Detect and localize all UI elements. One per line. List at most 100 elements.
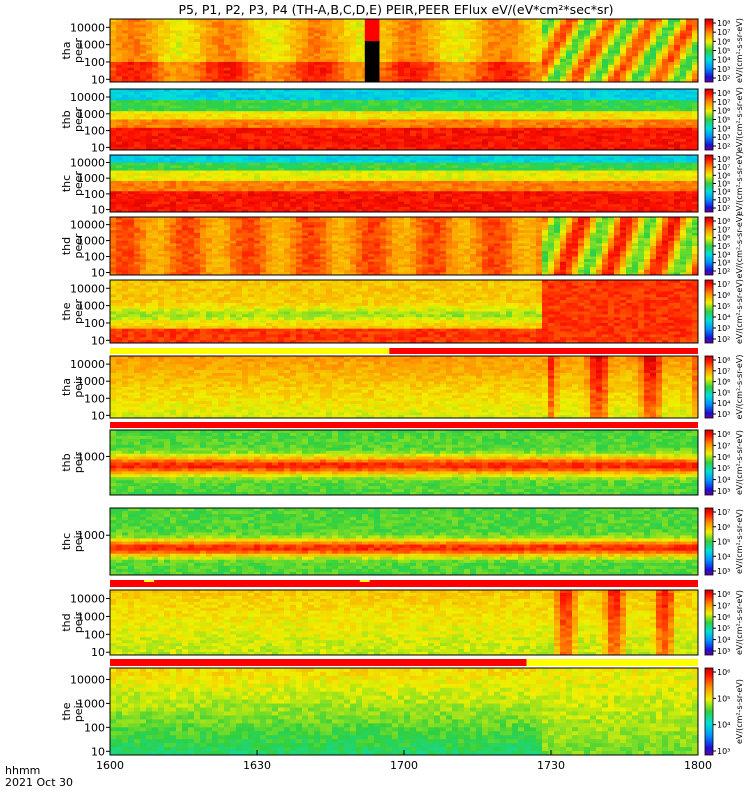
y-tick-label: 100 [84,317,105,330]
colorbar-tick-label: 10⁷ [717,280,730,289]
y-tick-label: 100 [84,251,105,264]
colorbar-tick-label: 10² [717,142,730,151]
y-tick-label: 100 [84,721,105,734]
y-tick-label: 1000 [77,108,105,121]
y-tick-label: 1000 [77,450,105,463]
colorbar-tick-label: 10⁵ [717,388,730,397]
y-tick-label: 10000 [70,21,105,34]
colorbar-label: eV/(cm²-s-sr-eV) [735,279,744,344]
y-tick-label: 100 [84,188,105,201]
colorbar-tick-label: 10⁶ [717,37,730,46]
panel-the-peir: thepeir1000010001001010⁶10⁵10⁴10³eV/(cm²… [60,668,744,758]
y-tick-label: 10 [91,204,105,217]
status-segment [110,422,698,428]
y-tick-label: 100 [84,125,105,138]
status-strip [110,348,698,354]
spectrogram-figure: P5, P1, P2, P3, P4 (TH-A,B,C,D,E) PEIR,P… [0,0,750,800]
colorbar-label: eV/(cm²-s-sr-eV) [735,151,744,216]
x-tick-label: 1700 [390,759,418,772]
colorbar-label: eV/(cm²-s-sr-eV) [735,214,744,279]
y-tick-label: 10000 [70,282,105,295]
spectrogram-image [110,430,698,495]
colorbar-tick-label: 10³ [717,133,730,142]
colorbar-tick-label: 10⁴ [717,552,730,561]
colorbar-tick-label: 10⁵ [717,464,730,473]
colorbar-tick-label: 10² [717,267,730,276]
spectrogram-image [110,356,698,418]
colorbar-tick-label: 10³ [717,487,730,496]
y-tick-label: 10 [91,267,105,280]
y-tick-label: 10000 [70,673,105,686]
colorbar-label: eV/(cm²-s-sr-eV) [735,87,744,152]
colorbar-tick-label: 10⁴ [717,124,730,133]
y-tick-label: 100 [84,628,105,641]
y-tick-label: 100 [84,392,105,405]
colorbar-tick-label: 10⁶ [717,523,730,532]
status-strip [110,659,698,666]
y-tick-label: 10 [91,646,105,659]
y-tick-label: 1000 [77,610,105,623]
y-tick-label: 10 [91,141,105,154]
status-segment [110,659,527,666]
x-tick-label: 1630 [243,759,271,772]
colorbar-tick-label: 10³ [717,747,730,756]
colorbar-tick-label: 10⁸ [717,356,730,365]
spectrogram-image [110,89,698,150]
y-tick-label: 100 [84,56,105,69]
colorbar-tick-label: 10³ [717,567,730,576]
colorbar-tick-label: 10⁴ [717,476,730,485]
colorbar-tick-label: 10⁶ [717,453,730,462]
status-segment [527,659,699,666]
colorbar-tick-label: 10⁵ [717,47,730,56]
y-tick-label: 1000 [77,300,105,313]
colorbar-tick-label: 10⁴ [717,399,730,408]
colorbar-label: eV/(cm²-s-sr-eV) [735,509,744,574]
colorbar-tick-label: 10⁸ [717,89,730,98]
status-segment [110,348,389,354]
colorbar-tick-label: 10³ [717,410,730,419]
colorbar-tick-label: 10⁷ [717,508,730,517]
colorbar-tick-label: 10⁶ [717,613,730,622]
figure-title: P5, P1, P2, P3, P4 (TH-A,B,C,D,E) PEIR,P… [178,2,613,17]
panel-thd-peer: thdpeer1000010001001010⁸10⁷10⁶10⁵10⁴10³1… [60,214,744,280]
colorbar-tick-label: 10⁶ [717,107,730,116]
y-tick-label: 1000 [77,697,105,710]
colorbar-tick-label: 10⁶ [717,291,730,300]
y-tick-label: 10000 [70,156,105,169]
spectrogram-image [110,19,698,82]
y-tick-label: 1000 [77,39,105,52]
colorbar-tick-label: 10⁸ [717,590,730,599]
colorbar-tick-label: 10⁷ [717,441,730,450]
status-strip [110,422,698,428]
y-tick-label: 1000 [77,172,105,185]
spectrogram-image [110,668,698,755]
colorbar-tick-label: 10⁸ [717,19,730,28]
colorbar-tick-label: 10⁵ [717,302,730,311]
colorbar-tick-label: 10⁵ [717,116,730,125]
colorbar-tick-label: 10⁵ [717,624,730,633]
panel-tha-peer: thapeer1000010001001010⁸10⁷10⁶10⁵10⁴10³1… [60,18,744,86]
date-label: 2021 Oct 30 [5,776,73,789]
panel-thc-peer: thcpeer1000010001001010⁸10⁷10⁶10⁵10⁴10³1… [60,151,744,217]
x-tick-label: 1800 [684,759,712,772]
x-tick-label: 1600 [96,759,124,772]
status-segment [110,582,698,587]
y-tick-label: 10000 [70,358,105,371]
colorbar-label: eV/(cm²-s-sr-eV) [735,679,744,744]
y-tick-label: 1000 [77,529,105,542]
colorbar-tick-label: 10² [717,335,730,344]
data-gap-top [365,19,380,41]
colorbar-tick-label: 10⁷ [717,28,730,37]
colorbar-label: eV/(cm²-s-sr-eV) [735,18,744,83]
